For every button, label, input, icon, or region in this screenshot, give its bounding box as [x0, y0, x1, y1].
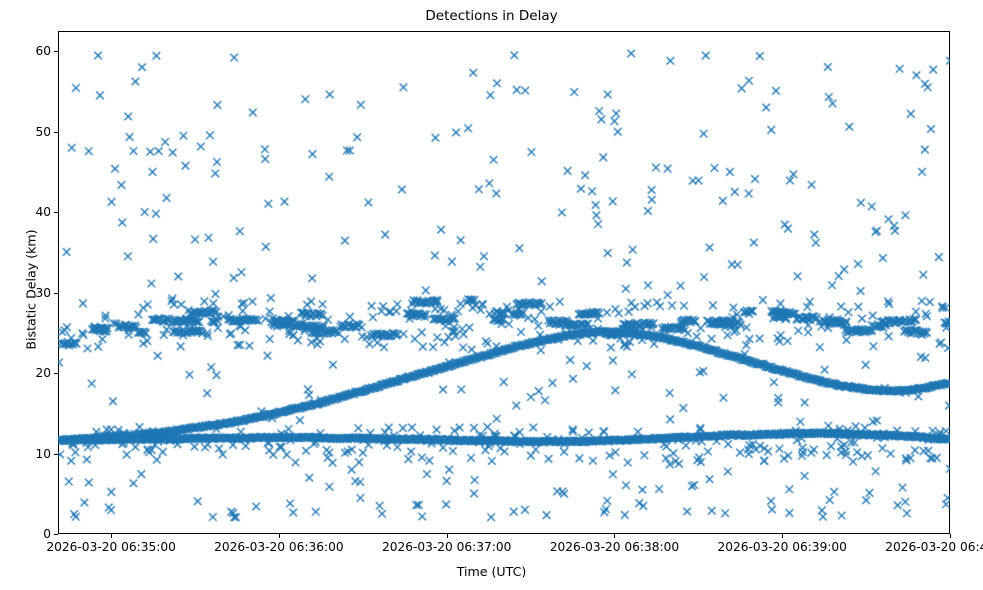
y-axis-label: Bistatic Delay (km) [23, 229, 39, 350]
y-axis-tick-label: 0 [43, 527, 51, 541]
y-axis-tickmark [54, 534, 58, 535]
y-axis-tick-label: 10 [35, 446, 51, 461]
y-axis-tick-label: 40 [35, 205, 51, 220]
x-axis-tickmark [278, 534, 280, 538]
y-axis-tick-label: 50 [35, 124, 51, 139]
y-axis-tickmark [54, 212, 58, 214]
x-axis-tickmark [614, 534, 616, 538]
x-axis-tick-label: 2026-03-20 06:38:00 [549, 540, 680, 554]
x-axis-label: Time (UTC) [456, 564, 527, 579]
y-axis-tick-label: 20 [35, 366, 51, 381]
x-axis-tickmark [111, 534, 113, 538]
y-axis-tickmark [54, 131, 58, 133]
y-axis-tick-labels: 0 10 20 30 40 50 60 [0, 0, 51, 590]
plot-axes-frame [58, 31, 950, 534]
x-axis-tickmark [950, 534, 951, 538]
x-axis-tick-label: 2026-03-20 06:35:00 [46, 540, 176, 554]
x-axis-tick-label: 2026-03-20 06:39:00 [717, 540, 847, 554]
x-axis-tickmark [446, 534, 448, 538]
y-axis-tick-label: 60 [35, 44, 51, 59]
y-axis-tick-label: 30 [35, 285, 51, 300]
x-axis-tick-label: 2026-03-20 06:40:00 [885, 540, 983, 554]
y-axis-tickmark [54, 292, 58, 294]
y-axis-tickmark [54, 453, 58, 455]
x-axis-tick-label: 2026-03-20 06:37:00 [381, 540, 512, 554]
y-axis-tickmark [54, 51, 58, 53]
x-axis-tickmark [782, 534, 784, 538]
x-axis-tick-label: 2026-03-20 06:36:00 [214, 540, 344, 554]
y-axis-tickmark [54, 373, 58, 375]
page-title: Detections in Delay [425, 8, 558, 24]
